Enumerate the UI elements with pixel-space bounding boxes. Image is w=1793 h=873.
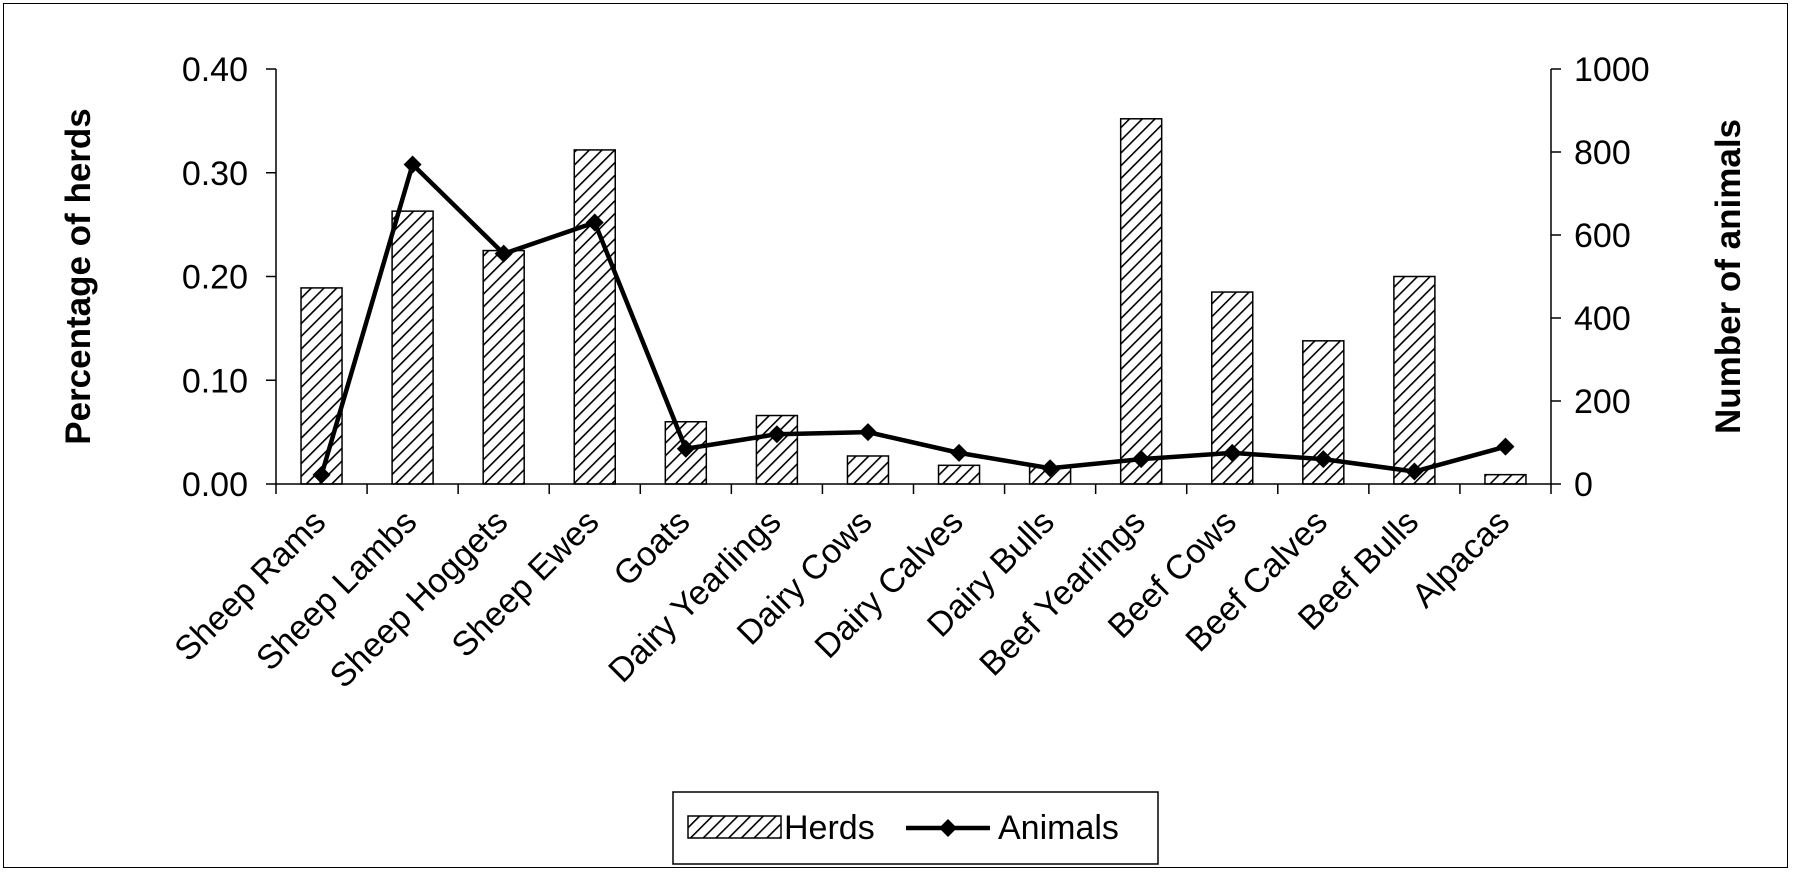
- legend-herds-swatch: [687, 815, 782, 839]
- left-axis-title: Percentage of herds: [59, 108, 98, 445]
- right-tick-label: 400: [1574, 300, 1631, 338]
- bar-herds: [1119, 118, 1163, 485]
- left-tick-label: 0.10: [182, 362, 248, 400]
- left-tick-label: 0.30: [182, 155, 248, 193]
- bar-herds: [482, 249, 525, 485]
- legend-animals-label: Animals: [998, 809, 1119, 847]
- animals-marker: [1223, 443, 1242, 462]
- animals-marker: [1314, 450, 1333, 469]
- category-label: Alpacas: [1405, 503, 1517, 615]
- bar-herds: [1484, 473, 1527, 485]
- right-tick-label: 600: [1574, 217, 1631, 255]
- animals-marker: [1132, 450, 1151, 469]
- animals-marker: [1041, 459, 1060, 478]
- animals-marker: [676, 439, 695, 458]
- left-tick-label: 0.00: [182, 466, 248, 504]
- animals-marker: [950, 443, 969, 462]
- bar-herds: [937, 464, 981, 485]
- bar-herds: [391, 210, 434, 485]
- animals-marker: [312, 465, 331, 484]
- left-tick-label: 0.20: [182, 259, 248, 297]
- legend-herds-label: Herds: [784, 809, 875, 847]
- right-tick-label: 0: [1574, 466, 1593, 504]
- bar-herds: [1393, 275, 1436, 485]
- bar-herds: [300, 287, 343, 485]
- animals-marker: [403, 155, 422, 174]
- chart-frame: [3, 3, 1788, 868]
- animals-marker: [1405, 462, 1424, 481]
- right-tick-label: 800: [1574, 134, 1631, 172]
- animals-marker: [858, 423, 877, 442]
- animals-line: [319, 162, 1507, 476]
- animals-marker: [1496, 437, 1515, 456]
- bar-herds: [846, 455, 890, 485]
- right-axis-title: Number of animals: [1709, 119, 1748, 434]
- category-label: Sheep Lambs: [249, 503, 424, 678]
- animals-marker: [585, 213, 604, 232]
- animals-marker: [494, 244, 513, 263]
- right-tick-label: 200: [1574, 383, 1631, 421]
- left-tick-label: 0.40: [182, 51, 248, 89]
- bar-herds: [573, 149, 616, 485]
- animals-marker: [767, 425, 786, 444]
- right-tick-label: 1000: [1574, 51, 1650, 89]
- legend-animals-marker: [939, 819, 957, 837]
